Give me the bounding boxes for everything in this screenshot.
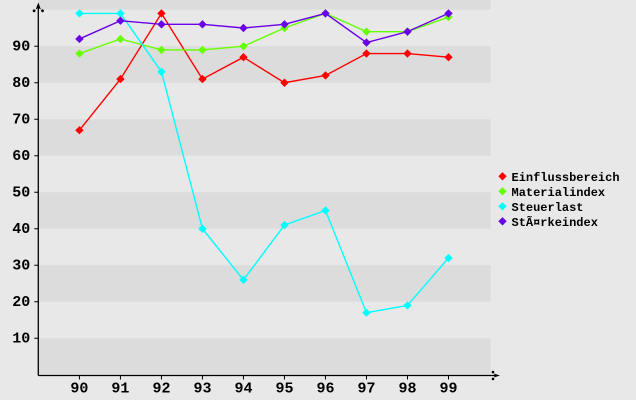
- svg-text:94: 94: [234, 381, 252, 398]
- svg-text:92: 92: [152, 381, 170, 398]
- svg-text:Steuerlast: Steuerlast: [512, 201, 584, 215]
- svg-text:90: 90: [12, 38, 30, 55]
- svg-text:Materialindex: Materialindex: [512, 186, 606, 200]
- svg-text:30: 30: [12, 257, 30, 274]
- svg-text:80: 80: [12, 75, 30, 92]
- svg-text:99: 99: [439, 381, 457, 398]
- svg-text:96: 96: [316, 381, 334, 398]
- svg-text:70: 70: [12, 111, 30, 128]
- svg-text:98: 98: [398, 381, 416, 398]
- svg-text:20: 20: [12, 294, 30, 311]
- svg-text:95: 95: [275, 381, 293, 398]
- svg-text:91: 91: [111, 381, 129, 398]
- svg-text:40: 40: [12, 221, 30, 238]
- svg-text:60: 60: [12, 148, 30, 165]
- svg-text:Einflussbereich: Einflussbereich: [512, 171, 620, 185]
- svg-text:StÃ¤rkeindex: StÃ¤rkeindex: [512, 215, 598, 230]
- svg-text:50: 50: [12, 184, 30, 201]
- svg-text:97: 97: [357, 381, 375, 398]
- svg-text:10: 10: [12, 330, 30, 347]
- svg-text:93: 93: [193, 381, 211, 398]
- svg-text:90: 90: [70, 381, 88, 398]
